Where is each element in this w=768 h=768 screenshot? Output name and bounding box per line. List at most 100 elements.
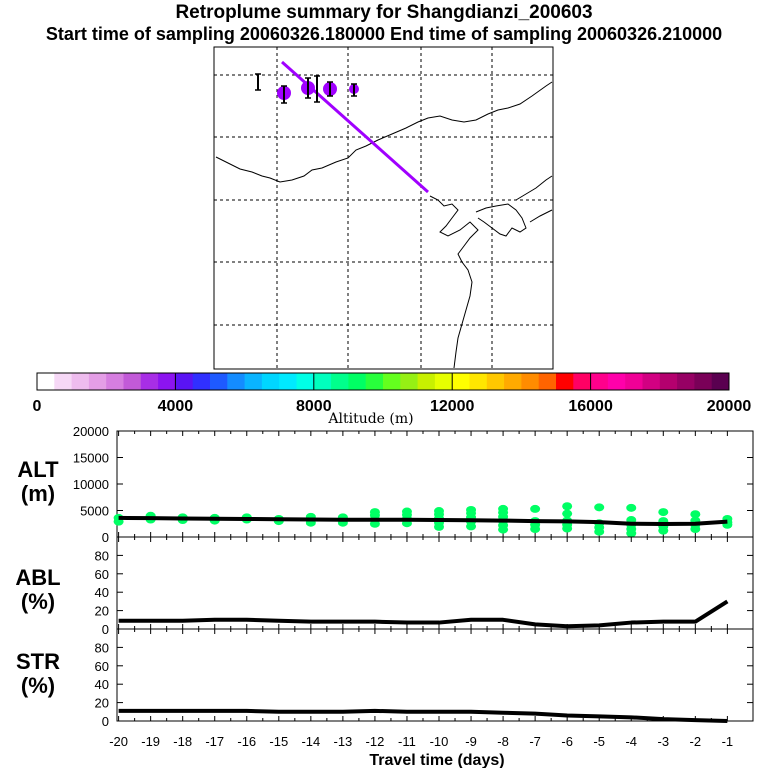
altitude-spread-point [562,509,573,518]
colorbar-swatch [383,373,401,390]
y-tick-label: 20 [95,696,109,711]
y-tick-label: 40 [95,585,109,600]
colorbar-swatch [538,373,557,390]
colorbar-swatch [556,373,574,390]
colorbar-swatch [625,373,643,390]
x-tick-label: -9 [465,734,477,749]
y-tick-label: 40 [95,677,109,692]
colorbar-tick-label: 20000 [707,398,752,415]
colorbar-tick-label: 0 [33,398,42,415]
y-tick-label: 80 [95,640,109,655]
map-panel [213,46,554,370]
y-tick-label: 0 [102,714,109,729]
abl-panel-label: ABL [15,565,60,590]
y-tick-label: 0 [102,622,109,637]
x-tick-label: -1 [722,734,734,749]
colorbar-swatch [434,373,453,390]
x-tick-label: -4 [625,734,637,749]
altitude-spread-point [626,503,637,512]
colorbar-swatch [486,373,505,390]
series-line [118,599,729,629]
altitude-spread-point [434,507,445,516]
altitude-spread-point [530,504,541,513]
str-panel-unit: (%) [21,673,55,698]
colorbar-swatch [590,373,609,390]
colorbar-swatch [37,373,55,390]
x-tick-label: -12 [366,734,385,749]
colorbar-swatch [365,373,384,390]
x-tick-label: -2 [690,734,702,749]
colorbar-swatch [88,373,107,390]
y-tick-label: 60 [95,659,109,674]
map-coastlines [215,81,553,369]
colorbar-swatch [659,373,678,390]
coastline [475,203,527,237]
coastline [429,195,479,369]
colorbar-swatch [192,373,211,390]
colorbar-swatch [504,373,522,390]
x-tick-label: -17 [205,734,224,749]
y-tick-label: 10000 [73,477,109,492]
x-tick-label: -3 [658,734,670,749]
x-tick-label: -19 [141,734,160,749]
border-line [215,81,553,183]
colorbar-swatch [158,373,176,390]
colorbar-swatch [175,373,194,390]
x-tick-label: -14 [301,734,320,749]
colorbar-swatch [279,373,297,390]
panel-frame [116,536,754,630]
altitude-spread-point [498,504,509,513]
colorbar-swatch [521,373,540,390]
colorbar-swatch [296,373,315,390]
colorbar-swatch [348,373,367,390]
colorbar-swatch [694,373,713,390]
x-tick-label: -8 [497,734,509,749]
panel-frame [116,628,754,722]
colorbar-swatch [711,373,730,390]
colorbar-swatch [210,373,228,390]
x-tick-label: -13 [333,734,352,749]
y-tick-label: 20000 [73,424,109,439]
x-tick-label: -18 [173,734,192,749]
sampling-time-line: Start time of sampling 20060326.180000 E… [45,24,723,44]
colorbar-tick-label: 8000 [296,398,332,415]
colorbar-swatch [400,373,418,390]
coastline [529,209,553,223]
altitude-colorbar: 0 4000 8000 12000 16000 20000 [33,372,752,415]
x-axis-label: Travel time (days) [369,752,504,768]
colorbar-swatch [607,373,626,390]
series-line [118,708,728,723]
x-tick-label: -6 [561,734,573,749]
coastline [515,175,553,201]
y-tick-label: 80 [95,548,109,563]
colorbar-tick-label: 4000 [158,398,194,415]
y-tick-label: 0 [102,530,109,545]
series-line [118,515,728,527]
alt-panel-label: ALT [17,457,59,482]
colorbar-swatch [642,373,661,390]
x-tick-label: -15 [269,734,288,749]
colorbar-swatch [452,373,470,390]
x-tick-label: -20 [109,734,128,749]
colorbar-swatch [417,373,436,390]
time-series-panels: 0 5000 10000 15000 20000 0 20 40 60 80 0 20 40 60 80 -2… [73,424,754,749]
colorbar-swatch [677,373,695,390]
colorbar-tick-label: 12000 [430,398,475,415]
x-tick-label: -5 [593,734,605,749]
x-tick-label: -16 [237,734,256,749]
y-tick-label: 60 [95,567,109,582]
colorbar-tick-label: 16000 [568,398,613,415]
colorbar-swatch [106,373,124,390]
colorbar-swatch [573,373,591,390]
colorbar-swatch [469,373,488,390]
str-panel-label: STR [16,649,60,674]
colorbar-swatch [54,373,72,390]
altitude-spread-point [562,502,573,511]
plume-cluster-markers [255,73,359,104]
colorbar-swatch [71,373,90,390]
colorbar-swatch [261,373,280,390]
x-tick-label: -7 [529,734,541,749]
y-tick-label: 20 [95,604,109,619]
altitude-spread-point [466,505,477,514]
